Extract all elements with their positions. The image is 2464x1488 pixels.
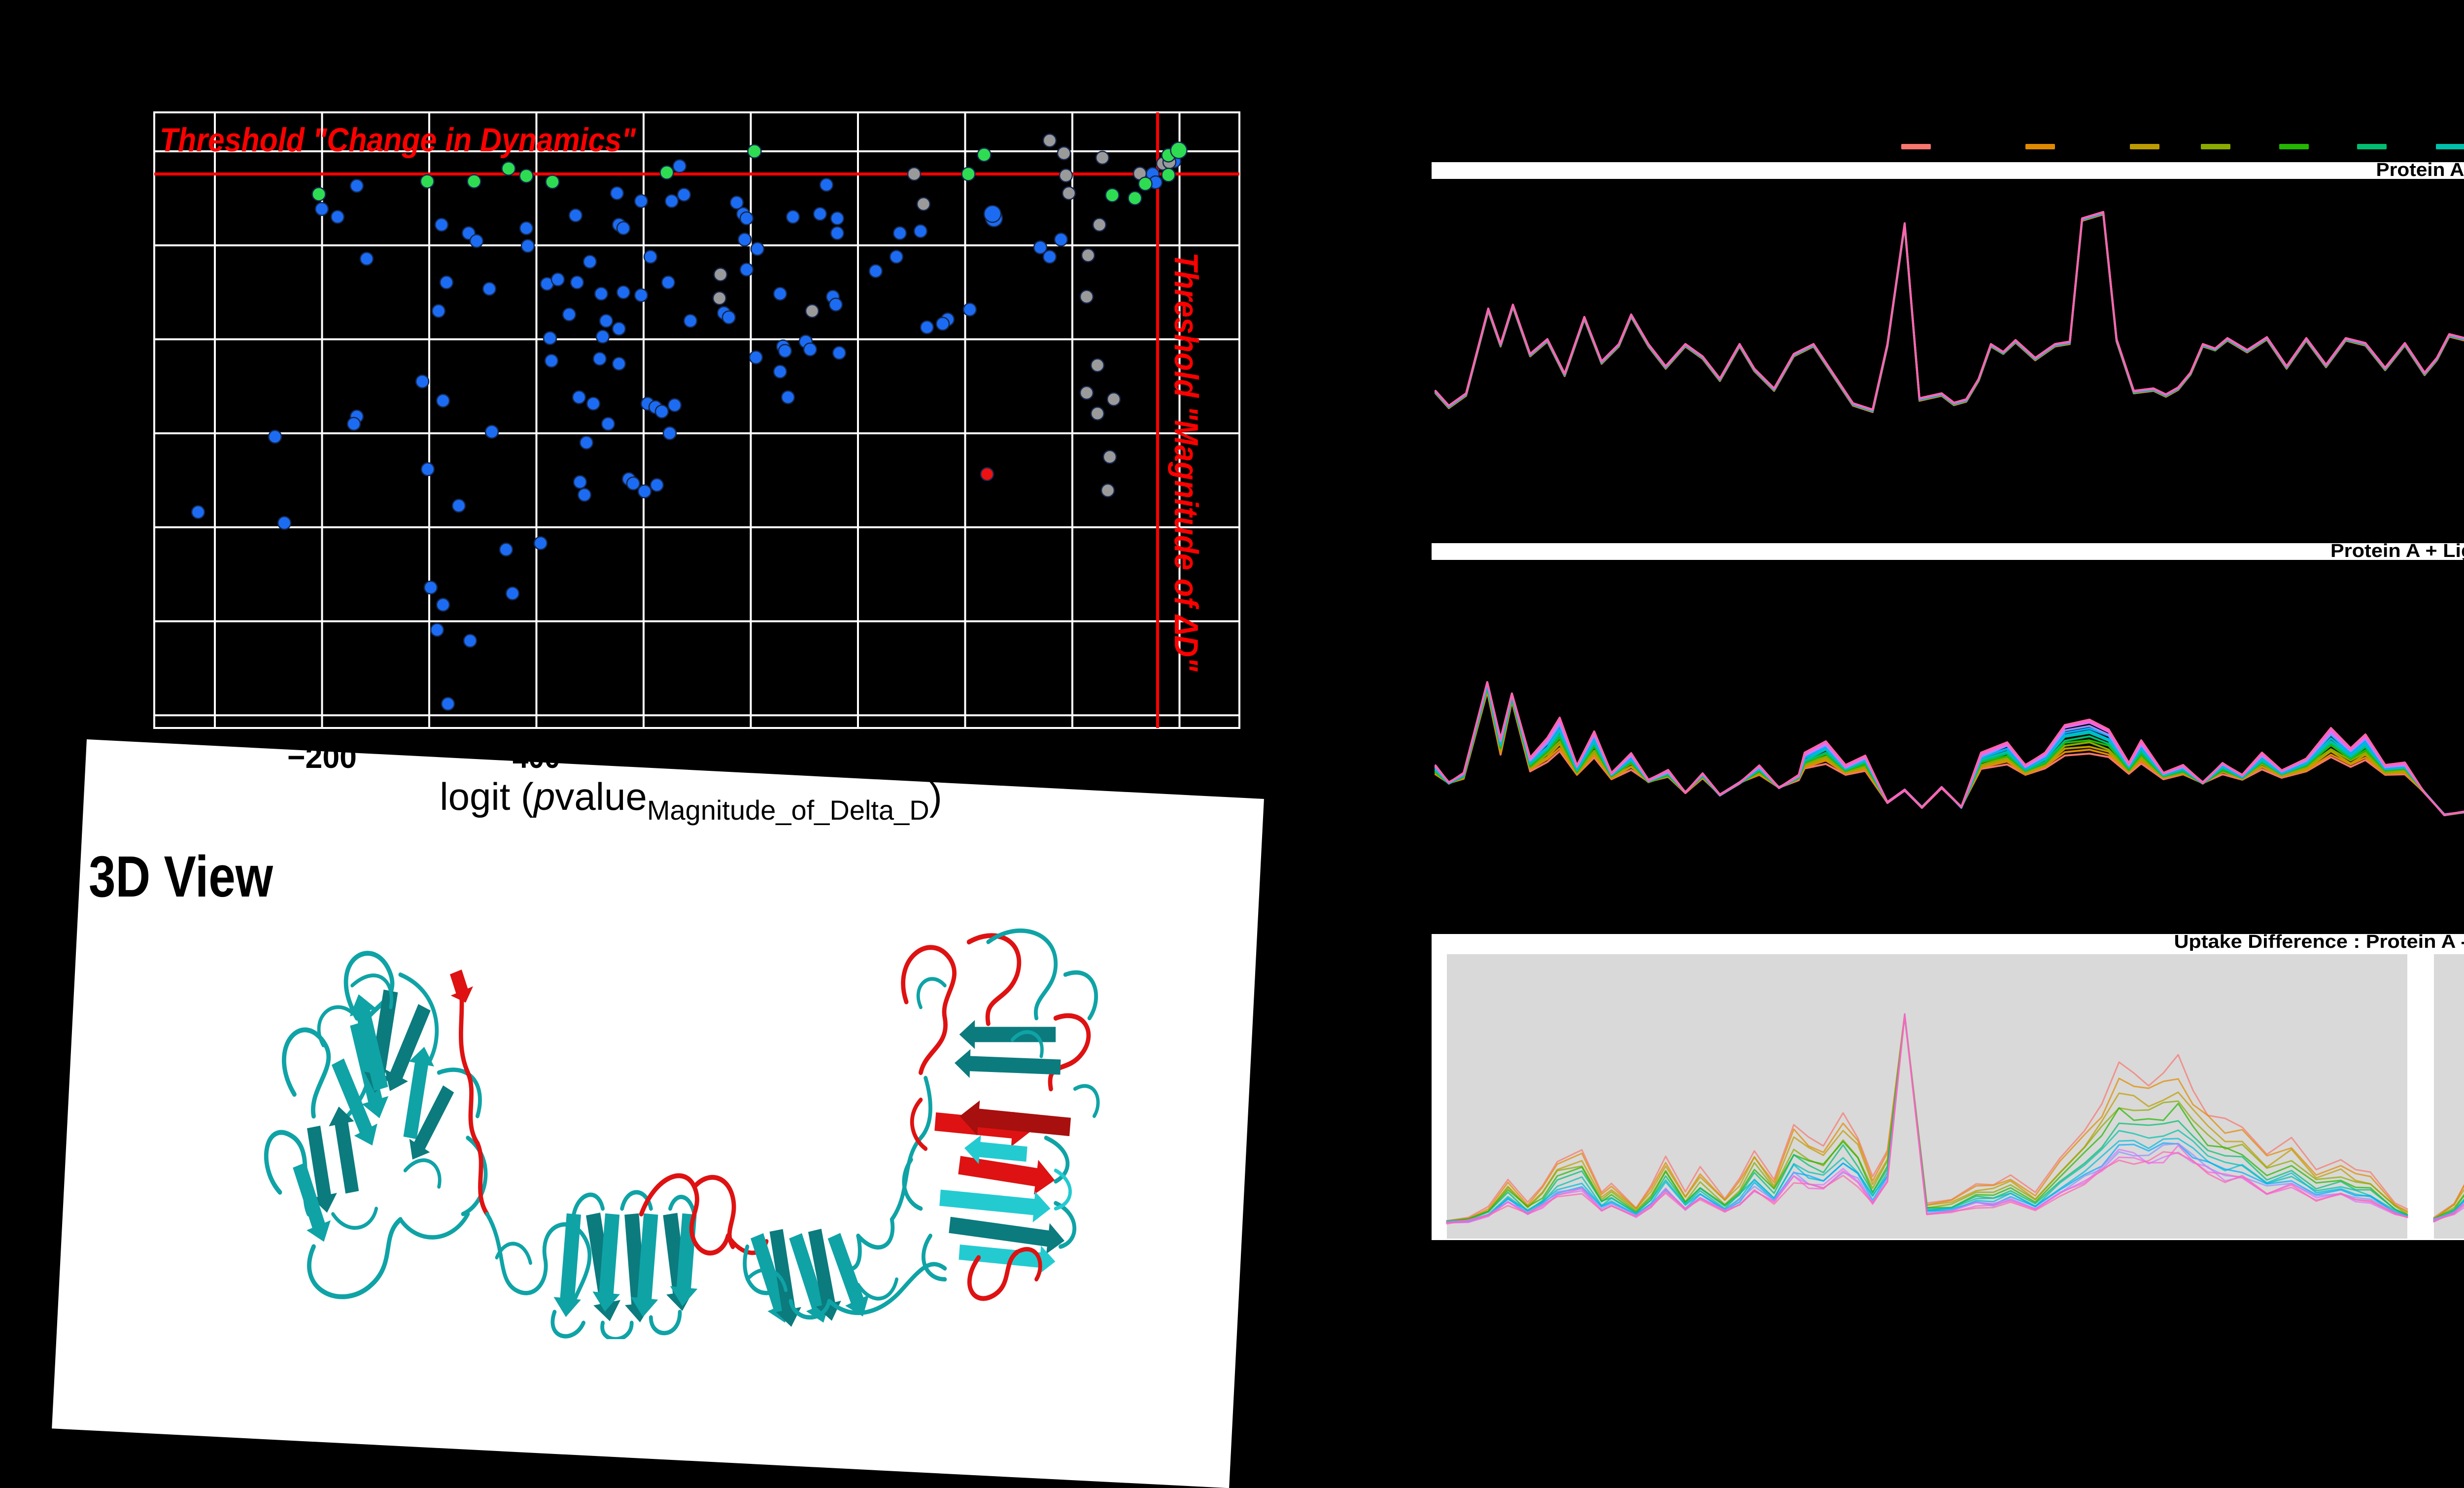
- svg-text:Protein A + Ligand: Protein A + Ligand: [2330, 541, 2464, 561]
- svg-text:−200: −200: [287, 740, 357, 775]
- svg-text:Uptake Difference : Protein A: Uptake Difference : Protein A - (Protein…: [2174, 932, 2464, 952]
- svg-text:Threshold "Change in Dynamics": Threshold "Change in Dynamics": [160, 121, 636, 159]
- svg-text:400: 400: [513, 740, 560, 775]
- svg-text:2200: 2200: [1148, 740, 1211, 775]
- svg-text:logit (pvalueMagnitude_of_Delt: logit (pvalueMagnitude_of_Delta_D): [440, 775, 942, 826]
- svg-text:1600: 1600: [933, 740, 997, 775]
- svg-text:Protein A: Protein A: [2376, 160, 2464, 180]
- svg-text:3D View: 3D View: [89, 844, 274, 909]
- svg-text:Threshold "Magnitude of ΔD": Threshold "Magnitude of ΔD": [1167, 252, 1205, 672]
- svg-text:1000: 1000: [719, 740, 783, 775]
